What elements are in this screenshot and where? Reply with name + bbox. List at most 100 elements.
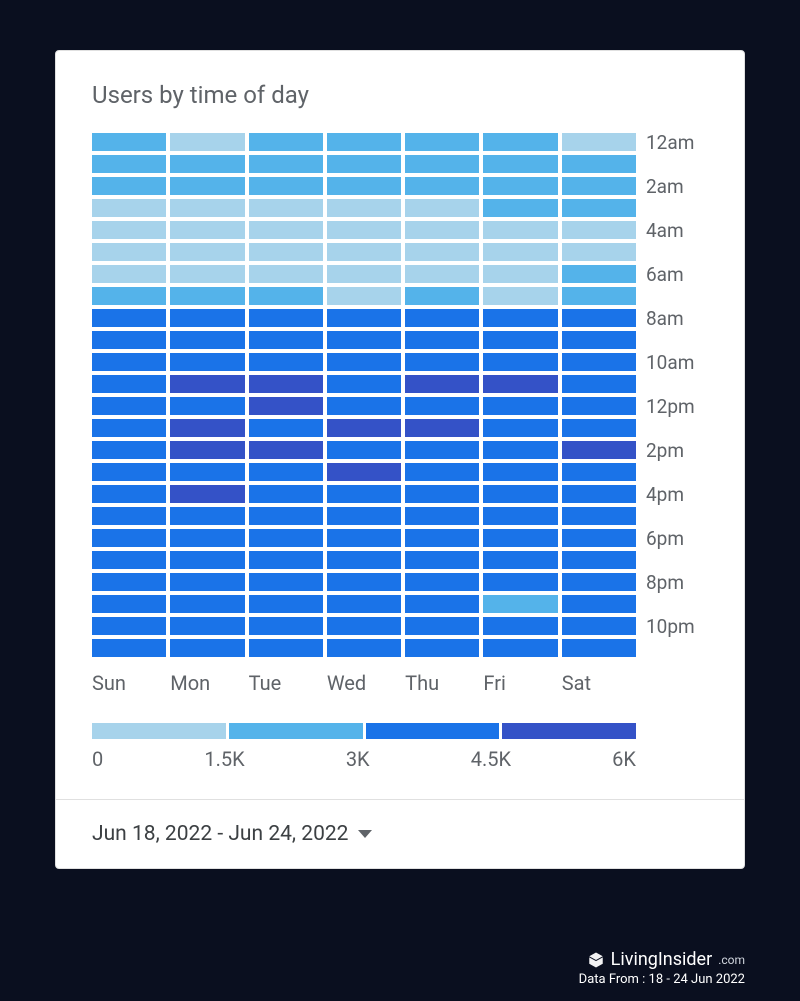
heatmap-cell[interactable] bbox=[483, 397, 557, 415]
heatmap-cell[interactable] bbox=[562, 177, 636, 195]
heatmap-cell[interactable] bbox=[249, 573, 323, 591]
heatmap-cell[interactable] bbox=[483, 507, 557, 525]
heatmap-cell[interactable] bbox=[170, 265, 244, 283]
heatmap-cell[interactable] bbox=[170, 155, 244, 173]
heatmap-cell[interactable] bbox=[92, 397, 166, 415]
heatmap-cell[interactable] bbox=[327, 441, 401, 459]
heatmap-cell[interactable] bbox=[327, 463, 401, 481]
heatmap-cell[interactable] bbox=[92, 265, 166, 283]
heatmap-cell[interactable] bbox=[170, 595, 244, 613]
heatmap-cell[interactable] bbox=[483, 133, 557, 151]
heatmap-cell[interactable] bbox=[170, 221, 244, 239]
heatmap-cell[interactable] bbox=[405, 507, 479, 525]
heatmap-cell[interactable] bbox=[92, 485, 166, 503]
heatmap-cell[interactable] bbox=[327, 573, 401, 591]
heatmap-cell[interactable] bbox=[483, 617, 557, 635]
heatmap-cell[interactable] bbox=[92, 507, 166, 525]
heatmap-cell[interactable] bbox=[249, 265, 323, 283]
heatmap-cell[interactable] bbox=[92, 419, 166, 437]
heatmap-cell[interactable] bbox=[92, 375, 166, 393]
heatmap-cell[interactable] bbox=[483, 441, 557, 459]
heatmap-cell[interactable] bbox=[327, 507, 401, 525]
heatmap-cell[interactable] bbox=[483, 529, 557, 547]
heatmap-cell[interactable] bbox=[249, 397, 323, 415]
heatmap-cell[interactable] bbox=[170, 177, 244, 195]
heatmap-cell[interactable] bbox=[249, 353, 323, 371]
heatmap-cell[interactable] bbox=[92, 309, 166, 327]
heatmap-cell[interactable] bbox=[327, 243, 401, 261]
heatmap-cell[interactable] bbox=[92, 199, 166, 217]
heatmap-cell[interactable] bbox=[170, 551, 244, 569]
heatmap-cell[interactable] bbox=[405, 639, 479, 657]
heatmap-cell[interactable] bbox=[170, 243, 244, 261]
heatmap-cell[interactable] bbox=[483, 573, 557, 591]
heatmap-cell[interactable] bbox=[562, 507, 636, 525]
heatmap-cell[interactable] bbox=[249, 441, 323, 459]
heatmap-cell[interactable] bbox=[405, 595, 479, 613]
heatmap-cell[interactable] bbox=[405, 485, 479, 503]
heatmap-cell[interactable] bbox=[483, 177, 557, 195]
heatmap-cell[interactable] bbox=[405, 353, 479, 371]
heatmap-cell[interactable] bbox=[92, 177, 166, 195]
heatmap-cell[interactable] bbox=[249, 243, 323, 261]
heatmap-cell[interactable] bbox=[405, 617, 479, 635]
heatmap-cell[interactable] bbox=[92, 353, 166, 371]
heatmap-cell[interactable] bbox=[92, 463, 166, 481]
heatmap-cell[interactable] bbox=[405, 265, 479, 283]
heatmap-cell[interactable] bbox=[562, 397, 636, 415]
heatmap-cell[interactable] bbox=[92, 287, 166, 305]
heatmap-cell[interactable] bbox=[170, 507, 244, 525]
heatmap-cell[interactable] bbox=[562, 639, 636, 657]
heatmap-cell[interactable] bbox=[562, 221, 636, 239]
heatmap-cell[interactable] bbox=[405, 463, 479, 481]
heatmap-cell[interactable] bbox=[483, 243, 557, 261]
heatmap-cell[interactable] bbox=[170, 309, 244, 327]
heatmap-cell[interactable] bbox=[92, 331, 166, 349]
heatmap-cell[interactable] bbox=[405, 177, 479, 195]
heatmap-cell[interactable] bbox=[483, 353, 557, 371]
heatmap-cell[interactable] bbox=[92, 595, 166, 613]
heatmap-cell[interactable] bbox=[562, 463, 636, 481]
heatmap-cell[interactable] bbox=[249, 639, 323, 657]
heatmap-cell[interactable] bbox=[483, 375, 557, 393]
heatmap-cell[interactable] bbox=[249, 155, 323, 173]
heatmap-cell[interactable] bbox=[562, 375, 636, 393]
heatmap-cell[interactable] bbox=[327, 485, 401, 503]
heatmap-cell[interactable] bbox=[483, 463, 557, 481]
heatmap-cell[interactable] bbox=[405, 419, 479, 437]
heatmap-cell[interactable] bbox=[327, 199, 401, 217]
heatmap-cell[interactable] bbox=[483, 639, 557, 657]
heatmap-cell[interactable] bbox=[170, 375, 244, 393]
heatmap-cell[interactable] bbox=[405, 375, 479, 393]
heatmap-cell[interactable] bbox=[170, 353, 244, 371]
heatmap-cell[interactable] bbox=[405, 287, 479, 305]
heatmap-cell[interactable] bbox=[483, 331, 557, 349]
heatmap-cell[interactable] bbox=[562, 529, 636, 547]
heatmap-cell[interactable] bbox=[327, 265, 401, 283]
heatmap-cell[interactable] bbox=[562, 595, 636, 613]
heatmap-cell[interactable] bbox=[249, 529, 323, 547]
heatmap-cell[interactable] bbox=[562, 155, 636, 173]
heatmap-cell[interactable] bbox=[405, 221, 479, 239]
heatmap-cell[interactable] bbox=[327, 639, 401, 657]
heatmap-cell[interactable] bbox=[92, 529, 166, 547]
heatmap-cell[interactable] bbox=[483, 309, 557, 327]
heatmap-cell[interactable] bbox=[249, 309, 323, 327]
heatmap-cell[interactable] bbox=[249, 595, 323, 613]
heatmap-cell[interactable] bbox=[483, 221, 557, 239]
heatmap-cell[interactable] bbox=[562, 353, 636, 371]
heatmap-cell[interactable] bbox=[92, 243, 166, 261]
heatmap-cell[interactable] bbox=[483, 551, 557, 569]
heatmap-cell[interactable] bbox=[249, 463, 323, 481]
heatmap-cell[interactable] bbox=[170, 463, 244, 481]
heatmap-cell[interactable] bbox=[405, 331, 479, 349]
heatmap-cell[interactable] bbox=[405, 441, 479, 459]
heatmap-cell[interactable] bbox=[405, 397, 479, 415]
heatmap-cell[interactable] bbox=[405, 133, 479, 151]
heatmap-cell[interactable] bbox=[405, 529, 479, 547]
heatmap-cell[interactable] bbox=[327, 133, 401, 151]
heatmap-cell[interactable] bbox=[483, 287, 557, 305]
heatmap-cell[interactable] bbox=[327, 375, 401, 393]
heatmap-cell[interactable] bbox=[92, 551, 166, 569]
heatmap-cell[interactable] bbox=[327, 331, 401, 349]
